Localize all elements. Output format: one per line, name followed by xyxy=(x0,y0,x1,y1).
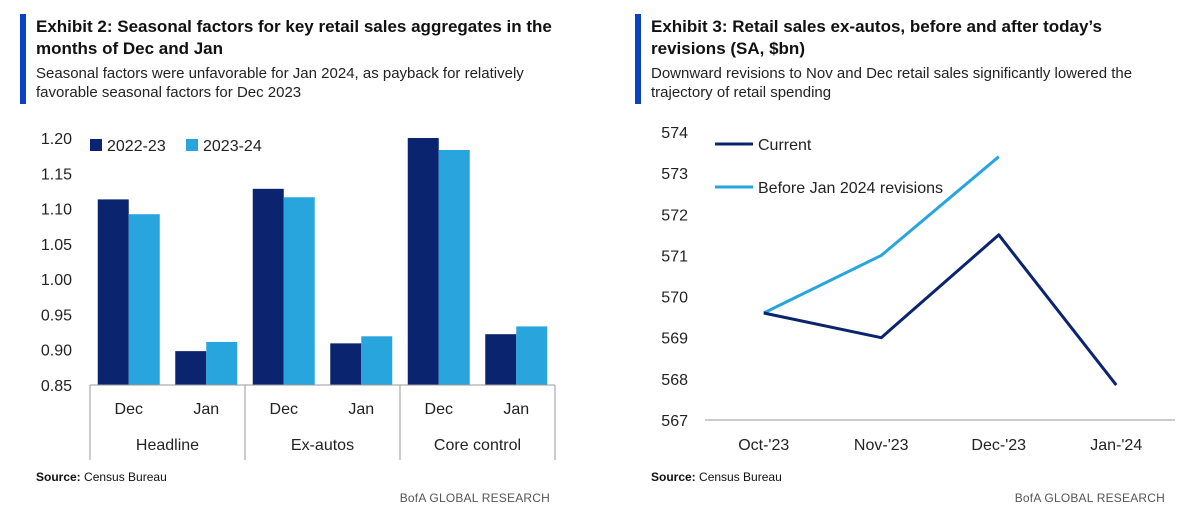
legend-swatch-2022-23 xyxy=(90,139,102,151)
x-group-label: Ex-autos xyxy=(291,437,354,454)
y-tick-label: 574 xyxy=(661,125,688,142)
left-brand-label: BofA GLOBAL RESEARCH xyxy=(399,491,550,505)
right-exhibit-panel: Exhibit 3: Retail sales ex-autos, before… xyxy=(635,0,1195,532)
y-tick-label: 571 xyxy=(661,248,688,265)
bar-2023-24-0 xyxy=(128,214,160,385)
x-group-label: Core control xyxy=(434,437,521,454)
y-tick-label: 1.15 xyxy=(41,166,72,183)
y-tick-label: 567 xyxy=(661,413,688,430)
series-line-before-revisions xyxy=(763,155,1000,315)
legend-label: Current xyxy=(758,137,812,154)
y-tick-label: 1.10 xyxy=(41,202,72,219)
right-source-text: Census Bureau xyxy=(699,470,782,484)
y-tick-label: 1.20 xyxy=(41,131,72,148)
left-source-text: Census Bureau xyxy=(84,470,167,484)
right-source-label: Source: xyxy=(651,470,696,484)
bar-2023-24-5 xyxy=(516,326,548,385)
y-tick-label: 573 xyxy=(661,166,688,183)
x-category-label: Jan xyxy=(193,401,219,418)
x-category-label: Dec xyxy=(115,401,143,418)
bar-2022-23-0 xyxy=(97,199,129,385)
retail-sales-line-chart: 567 568 569 570 571 572 573 574 Oct-'23 Nov-'23 De… xyxy=(661,125,1175,454)
legend-label: 2022-23 xyxy=(107,138,166,155)
seasonal-factors-bar-chart: 0.85 0.90 0.95 1.00 1.05 1.10 1.15 1.20 Dec Jan De… xyxy=(41,131,556,460)
y-tick-label: 0.95 xyxy=(41,307,72,324)
x-group-label: Headline xyxy=(136,437,199,454)
left-title-accent-bar xyxy=(20,14,26,104)
left-exhibit-panel: Exhibit 2: Seasonal factors for key reta… xyxy=(20,0,580,532)
bar-2023-24-2 xyxy=(283,197,315,385)
y-tick-label: 570 xyxy=(661,290,688,307)
legend-label: 2023-24 xyxy=(203,138,262,155)
right-exhibit-title: Exhibit 3: Retail sales ex-autos, before… xyxy=(651,17,1102,58)
x-tick-label: Jan-'24 xyxy=(1090,437,1142,454)
y-tick-label: 1.05 xyxy=(41,237,72,254)
x-category-label: Dec xyxy=(270,401,298,418)
bar-2022-23-5 xyxy=(485,334,517,385)
left-source-label: Source: xyxy=(36,470,81,484)
right-title-accent-bar xyxy=(635,14,641,104)
right-brand-label: BofA GLOBAL RESEARCH xyxy=(1014,491,1165,505)
series-line-current xyxy=(763,233,1118,386)
y-tick-label: 569 xyxy=(661,331,688,348)
y-tick-label: 568 xyxy=(661,372,688,389)
right-exhibit-subtitle: Downward revisions to Nov and Dec retail… xyxy=(651,65,1133,101)
bar-2022-23-1 xyxy=(175,351,207,385)
x-category-label: Jan xyxy=(348,401,374,418)
x-tick-label: Dec-'23 xyxy=(971,437,1026,454)
legend-swatch-2023-24 xyxy=(186,139,198,151)
x-category-label: Dec xyxy=(425,401,453,418)
y-tick-label: 1.00 xyxy=(41,272,72,289)
x-category-label: Jan xyxy=(503,401,529,418)
bar-2023-24-4 xyxy=(438,149,470,385)
y-tick-label: 0.90 xyxy=(41,343,72,360)
bar-2023-24-1 xyxy=(206,341,238,385)
bar-2023-24-3 xyxy=(361,336,393,385)
left-source-note: Source: Census Bureau xyxy=(36,470,167,484)
right-source-note: Source: Census Bureau xyxy=(651,470,782,484)
y-tick-label: 572 xyxy=(661,207,688,224)
y-tick-label: 0.85 xyxy=(41,378,72,395)
bar-2022-23-4 xyxy=(407,138,439,385)
x-tick-label: Nov-'23 xyxy=(854,437,909,454)
left-exhibit-subtitle: Seasonal factors were unfavorable for Ja… xyxy=(36,65,524,101)
left-exhibit-title: Exhibit 2: Seasonal factors for key reta… xyxy=(36,17,552,58)
legend-label: Before Jan 2024 revisions xyxy=(758,180,943,197)
bar-2022-23-3 xyxy=(330,343,362,385)
x-tick-label: Oct-'23 xyxy=(738,437,789,454)
bar-2022-23-2 xyxy=(252,188,284,385)
